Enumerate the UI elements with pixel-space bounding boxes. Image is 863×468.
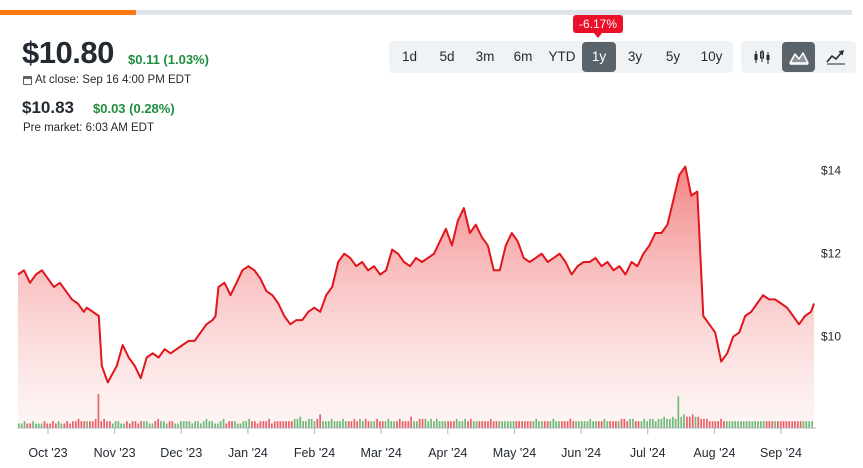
x-tick-label: Feb '24	[294, 446, 335, 460]
calendar-icon	[23, 75, 32, 85]
pre-market-price: $10.83	[22, 98, 74, 117]
current-price: $10.80	[22, 35, 114, 70]
close-time-row: At close: Sep 16 4:00 PM EDT	[23, 74, 191, 86]
price-area	[18, 166, 814, 428]
y-tick-label: $14	[821, 164, 841, 178]
x-tick-label: Mar '24	[361, 446, 402, 460]
line-chart-button[interactable]	[819, 42, 852, 72]
close-time-label: At close: Sep 16 4:00 PM EDT	[35, 74, 191, 86]
candlestick-button[interactable]	[745, 42, 778, 72]
range-5y-button[interactable]: 5y	[665, 49, 681, 64]
y-axis-labels: $14 $12 $10	[821, 164, 841, 344]
x-tick-label: Apr '24	[428, 446, 467, 460]
x-tick-label: May '24	[493, 446, 536, 460]
candlestick-icon	[754, 50, 769, 64]
mountain-icon	[788, 52, 809, 65]
range-6m-button[interactable]: 6m	[513, 49, 533, 64]
range-3y-button[interactable]: 3y	[627, 49, 643, 64]
x-tick-label: Jan '24	[228, 446, 268, 460]
x-tick-label: Jul '24	[630, 446, 666, 460]
x-tick-label: Aug '24	[693, 446, 735, 460]
range-selector: 1d 5d 3m 6m YTD 1y 3y 5y 10y	[389, 41, 733, 73]
range-ytd-button[interactable]: YTD	[548, 49, 576, 64]
price-change: $0.11 (1.03%)	[128, 52, 209, 67]
pre-market-change: $0.03 (0.28%)	[93, 101, 175, 116]
x-tick-label: Dec '23	[160, 446, 202, 460]
pre-market-label: Pre market: 6:03 AM EDT	[23, 122, 155, 134]
performance-badge: -6.17%	[573, 15, 623, 38]
x-tick-label: Jun '24	[561, 446, 601, 460]
price-line	[17, 165, 815, 384]
range-3m-button[interactable]: 3m	[475, 49, 495, 64]
range-1y-button[interactable]: 1y	[582, 42, 616, 72]
mountain-button[interactable]	[782, 42, 815, 72]
x-axis-labels: Oct '23 Nov '23 Dec '23 Jan '24 Feb '24 Mar '…	[28, 446, 802, 460]
range-10y-button[interactable]: 10y	[700, 49, 723, 64]
range-5d-button[interactable]: 5d	[439, 49, 455, 64]
y-tick-label: $10	[821, 330, 841, 344]
x-tick-label: Oct '23	[28, 446, 67, 460]
x-tick-label: Nov '23	[94, 446, 136, 460]
loading-progress-bar	[0, 10, 852, 15]
range-1d-button[interactable]: 1d	[401, 49, 418, 64]
x-tick-label: Sep '24	[760, 446, 802, 460]
x-axis-ticks	[47, 428, 782, 434]
line-chart-icon	[825, 50, 845, 65]
chart-type-selector	[741, 41, 856, 73]
loading-progress-fill	[0, 10, 137, 15]
y-tick-label: $12	[821, 247, 841, 261]
